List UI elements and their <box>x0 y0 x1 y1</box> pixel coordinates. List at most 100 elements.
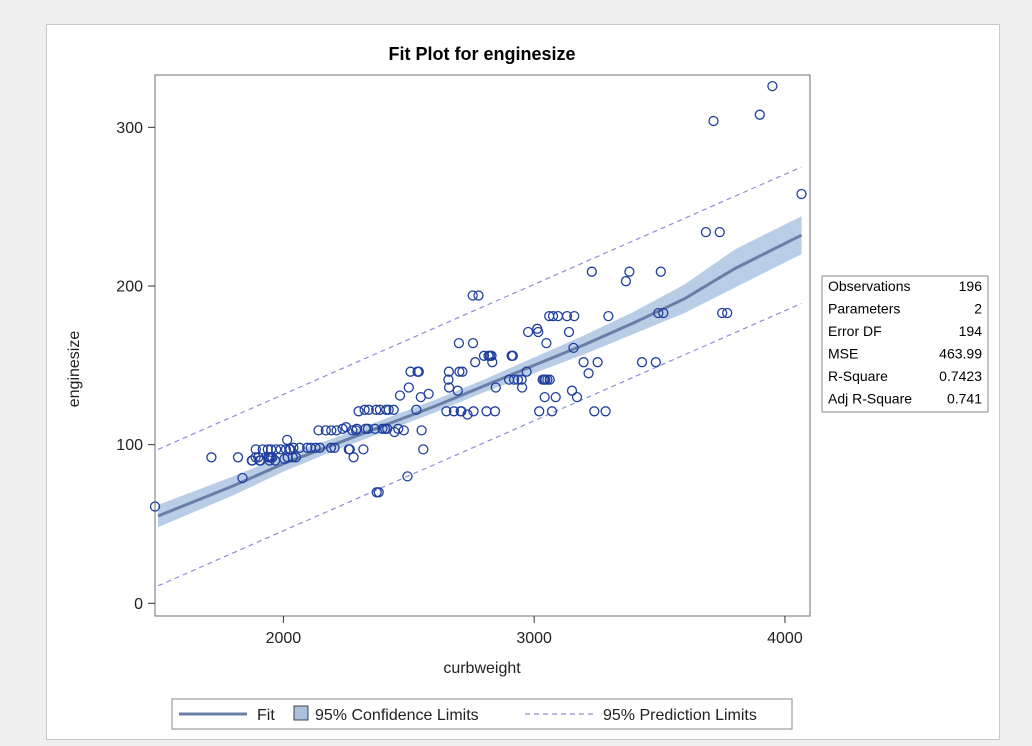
data-point <box>413 366 424 377</box>
data-point <box>636 357 648 368</box>
data-point <box>508 374 520 385</box>
data-point <box>467 290 478 301</box>
data-point <box>369 423 381 434</box>
stat-value: 0.7423 <box>939 368 982 384</box>
data-point <box>722 307 733 319</box>
legend-border <box>171 698 793 730</box>
y-tick-label: 300 <box>116 120 143 137</box>
data-point <box>363 404 374 415</box>
data-point <box>603 310 614 322</box>
data-point <box>566 385 578 396</box>
data-point <box>443 382 455 393</box>
data-point <box>320 425 331 436</box>
stat-value: 2 <box>974 301 982 317</box>
data-point <box>547 310 559 322</box>
data-point <box>563 326 575 338</box>
data-point <box>796 188 807 200</box>
data-point <box>571 391 583 403</box>
data-point <box>462 409 473 420</box>
x-axis: 2000 3000 4000 <box>266 616 803 647</box>
data-point <box>362 423 374 434</box>
data-point <box>329 442 340 453</box>
plot-area <box>149 74 811 617</box>
chart-frame: Fit Plot for enginesize 2000 3000 4000 0 10… <box>46 24 1000 740</box>
x-axis-label: curbweight <box>443 660 521 677</box>
data-point <box>544 374 555 385</box>
data-point <box>470 357 481 368</box>
data-point <box>294 442 305 453</box>
stat-label: Observations <box>828 278 910 294</box>
data-point <box>290 452 302 463</box>
y-axis-label: enginesize <box>66 331 83 408</box>
data-point <box>340 422 352 433</box>
data-point <box>539 391 550 403</box>
y-axis: 0 100 200 300 <box>116 120 155 613</box>
data-point <box>489 406 501 417</box>
data-point <box>348 452 359 463</box>
stat-label: R-Square <box>828 368 888 384</box>
data-point <box>359 404 370 415</box>
data-point <box>708 115 719 127</box>
prediction-upper-line <box>157 166 802 450</box>
data-point <box>405 366 416 377</box>
data-point <box>534 406 545 417</box>
data-point <box>326 425 337 436</box>
data-point <box>754 109 765 120</box>
data-point <box>486 350 497 361</box>
stats-table-border <box>821 275 989 413</box>
data-point <box>467 337 479 349</box>
data-point <box>371 404 382 415</box>
data-point <box>658 307 669 319</box>
data-point <box>507 350 518 361</box>
data-point <box>452 385 463 396</box>
data-point <box>592 357 603 368</box>
fit-statistics-table: Observations 196 Parameters 2 Error DF 194 MSE… <box>821 275 989 413</box>
data-point <box>569 310 580 322</box>
plot-frame <box>154 74 811 617</box>
x-tick-label: 2000 <box>266 630 302 647</box>
data-point <box>441 406 452 417</box>
data-point <box>394 390 406 401</box>
stat-label: Adj R-Square <box>828 391 912 407</box>
data-point <box>313 425 324 436</box>
data-point <box>512 374 524 385</box>
data-point <box>714 226 725 238</box>
data-point <box>561 310 573 322</box>
data-point <box>655 266 666 277</box>
stat-value: 194 <box>959 323 983 339</box>
data-point <box>767 80 778 92</box>
data-point <box>393 423 404 434</box>
data-point <box>583 368 594 379</box>
data-point <box>373 487 384 498</box>
data-point <box>416 425 427 436</box>
data-point <box>490 382 501 393</box>
legend: Fit 95% Confidence Limits 95% Prediction… <box>171 698 793 730</box>
data-point <box>411 404 422 415</box>
chart-title: Fit Plot for enginesize <box>388 44 575 64</box>
data-point <box>377 423 388 434</box>
data-point <box>206 452 217 463</box>
data-point <box>402 471 413 482</box>
data-point <box>388 404 399 415</box>
y-tick-label: 200 <box>116 279 143 296</box>
data-point <box>302 442 313 453</box>
data-point <box>232 452 244 463</box>
data-point <box>325 442 337 453</box>
data-point <box>700 226 712 238</box>
data-point <box>314 442 325 453</box>
x-tick-label: 3000 <box>516 630 552 647</box>
legend-confidence-swatch <box>293 705 309 721</box>
data-point <box>280 444 292 455</box>
data-point <box>624 266 635 277</box>
data-point <box>247 455 258 466</box>
data-point <box>653 307 664 319</box>
data-point <box>237 472 248 484</box>
point-layer <box>149 80 807 512</box>
data-point <box>454 366 465 377</box>
data-point <box>586 266 597 277</box>
data-point <box>620 276 632 287</box>
y-tick-label: 100 <box>116 437 143 454</box>
data-point <box>270 444 282 455</box>
data-point <box>516 382 528 393</box>
data-point <box>443 366 455 377</box>
